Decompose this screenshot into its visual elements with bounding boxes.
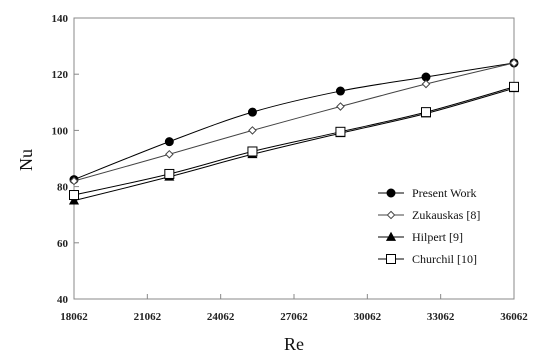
x-tick-label: 24062 (207, 311, 235, 323)
legend-label: Churchil [10] (412, 252, 477, 266)
x-axis-title: Re (284, 334, 304, 354)
legend-label: Present Work (412, 186, 476, 200)
x-tick-label: 30062 (354, 311, 382, 323)
series-4-line (73, 86, 515, 196)
legend: Present Work Zukauskas [8] Hilpert [9] Chur… (372, 182, 500, 272)
series-2 (69, 58, 519, 186)
series-2-point (336, 102, 345, 111)
series-1-point (164, 137, 174, 147)
y-tick-label: 100 (52, 125, 69, 137)
legend-item: Hilpert [9] (378, 230, 463, 244)
series-2-point (248, 126, 257, 135)
legend-marker (385, 231, 397, 241)
x-tick-label: 27062 (280, 311, 308, 323)
series-3-point (68, 195, 80, 205)
series-4-point (421, 107, 431, 118)
y-tick-label: 40 (57, 294, 69, 306)
y-tick-label: 120 (52, 69, 69, 81)
legend-item: Zukauskas [8] (378, 208, 480, 222)
series-2-point (69, 176, 79, 186)
series-3-line (73, 87, 515, 202)
x-tick-label: 36062 (500, 311, 528, 323)
series-4-point (509, 81, 519, 92)
legend-marker (386, 188, 396, 198)
series-4 (69, 81, 519, 201)
legend-item: Present Work (378, 186, 476, 200)
series-4-point (247, 146, 258, 157)
series-2-line (73, 62, 515, 182)
legend-label: Zukauskas [8] (412, 208, 480, 222)
series-2-point (165, 149, 174, 159)
legend-item: Churchil [10] (378, 252, 477, 266)
y-tick-label: 140 (52, 13, 69, 25)
legend-marker (386, 210, 396, 220)
y-tick-label: 80 (57, 182, 69, 194)
series-4-point (69, 190, 79, 201)
y-tick-label: 60 (57, 238, 69, 250)
y-axis-title: Nu (16, 149, 36, 171)
series-4-point (164, 168, 175, 179)
series-2-point (421, 79, 431, 89)
x-tick-label: 21062 (134, 311, 162, 323)
legend-marker (386, 254, 396, 264)
x-tick-label: 33062 (427, 311, 455, 323)
series-2-point (509, 58, 519, 68)
x-tick-label: 18062 (60, 311, 88, 323)
series-1-point (335, 86, 345, 96)
axis-ticks: 40 60 80 100 120 140 18062 21062 24062 27062 30062… (52, 13, 529, 323)
series-1-point (247, 107, 257, 117)
series-4-point (335, 126, 346, 137)
legend-label: Hilpert [9] (412, 230, 463, 244)
series-1-line (73, 62, 515, 181)
series-layer (68, 58, 520, 205)
